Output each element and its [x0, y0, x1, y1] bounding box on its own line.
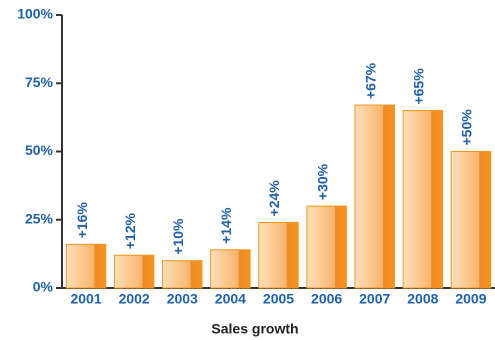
- value-label: +30%: [314, 163, 330, 200]
- bar: [162, 260, 203, 289]
- value-label: +12%: [122, 212, 138, 249]
- value-label: +14%: [218, 207, 234, 244]
- x-tick-label: 2008: [407, 291, 438, 307]
- value-label: +50%: [459, 109, 475, 146]
- bar: [113, 254, 155, 289]
- x-tick-label: 2002: [119, 291, 150, 307]
- bar: [306, 205, 347, 289]
- x-tick-label: 2001: [70, 291, 101, 307]
- value-label: +24%: [266, 180, 282, 217]
- bar: [402, 110, 444, 289]
- x-tick-label: 2007: [359, 291, 390, 307]
- y-tick-label: 100%: [17, 6, 53, 22]
- y-tick-label: 75%: [25, 74, 54, 90]
- bar: [210, 249, 251, 289]
- x-tick-label: 2004: [215, 291, 246, 307]
- value-label: +65%: [411, 68, 427, 105]
- chart-title: Sales growth: [211, 321, 298, 337]
- value-label: +67%: [362, 62, 378, 99]
- y-tick-label: 25%: [25, 210, 54, 226]
- bar: [65, 243, 107, 289]
- bar: [354, 104, 395, 289]
- y-tick-label: 0%: [33, 279, 54, 295]
- bar: [258, 221, 299, 289]
- x-tick-label: 2006: [311, 291, 342, 307]
- x-tick-label: 2003: [167, 291, 198, 307]
- x-tick-label: 2009: [455, 291, 486, 307]
- x-tick-label: 2005: [263, 291, 294, 307]
- bar: [450, 151, 492, 289]
- y-tick-label: 50%: [25, 142, 54, 158]
- value-label: +10%: [170, 218, 186, 255]
- value-label: +16%: [74, 202, 90, 239]
